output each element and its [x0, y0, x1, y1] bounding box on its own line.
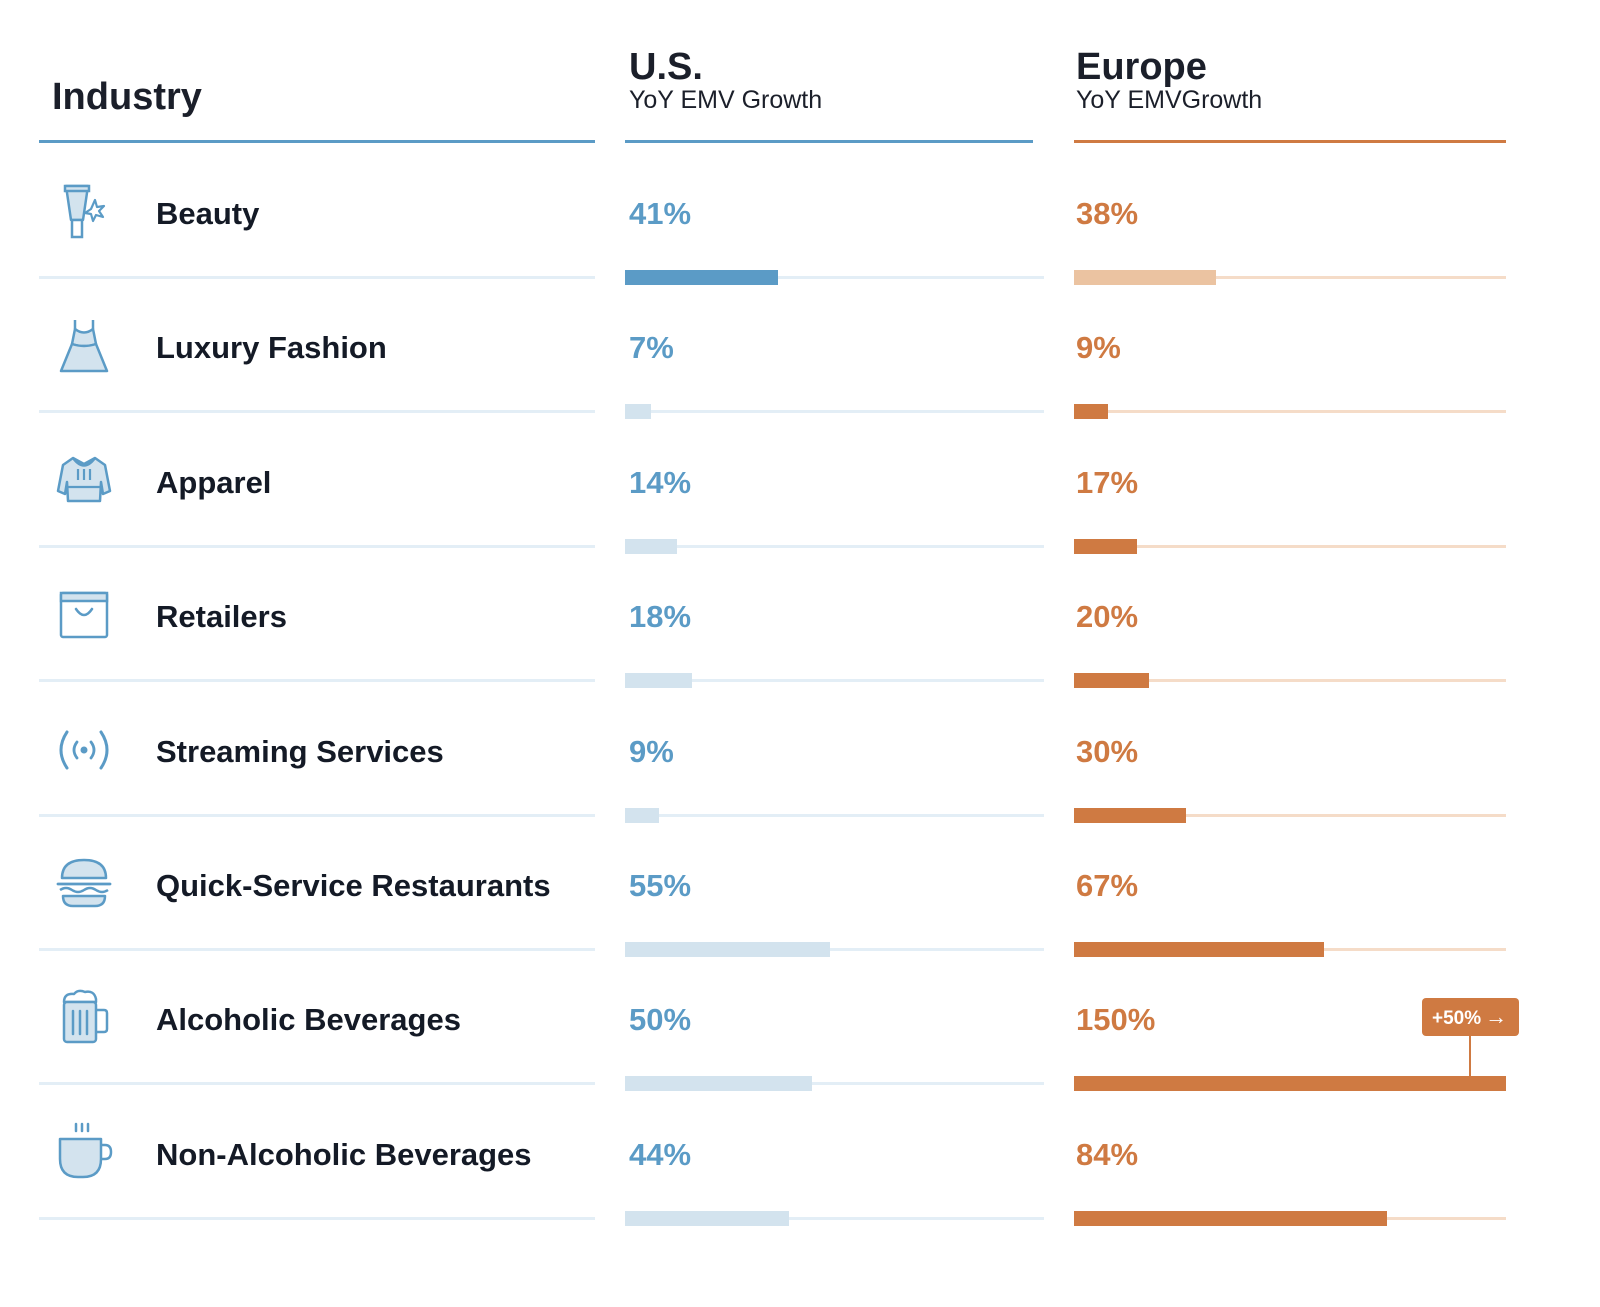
industry-header-rule — [39, 140, 595, 143]
industry-label: Luxury Fashion — [156, 330, 387, 365]
us-bar — [625, 1076, 812, 1091]
industry-label: Non-Alcoholic Beverages — [156, 1137, 532, 1172]
us-value-label: 41% — [629, 196, 692, 231]
industry-row-rule — [39, 948, 595, 951]
us-bar-track — [625, 545, 1044, 548]
burger-icon — [52, 852, 116, 916]
us-value-label: 55% — [629, 868, 692, 903]
europe-bar — [1074, 404, 1108, 419]
europe-bar-track — [1074, 410, 1506, 413]
europe-column-subtitle: YoY EMVGrowth — [1076, 86, 1263, 114]
industry-row-rule — [39, 276, 595, 279]
europe-bar — [1074, 808, 1186, 823]
europe-value-label: 67% — [1076, 868, 1139, 903]
europe-bar — [1074, 270, 1216, 285]
callout-text: +50% — [1432, 1008, 1482, 1029]
us-bar-track — [625, 1082, 1044, 1085]
industry-row-rule — [39, 1217, 595, 1220]
industry-row-rule — [39, 410, 595, 413]
us-bar-track — [625, 276, 1044, 279]
industry-row-rule — [39, 1082, 595, 1085]
us-value-label: 50% — [629, 1002, 692, 1037]
us-bar-track — [625, 679, 1044, 682]
shopping-bag-icon — [52, 583, 116, 647]
us-bar — [625, 808, 659, 823]
europe-value-label: 20% — [1076, 599, 1139, 634]
us-bar-track — [625, 1217, 1044, 1220]
us-value-label: 7% — [629, 330, 674, 365]
europe-value-label: 9% — [1076, 330, 1121, 365]
us-value-label: 9% — [629, 734, 674, 769]
dress-icon — [52, 314, 116, 378]
us-bar — [625, 942, 831, 957]
europe-bar-track — [1074, 276, 1506, 279]
us-value-label: 18% — [629, 599, 692, 634]
industry-row-rule — [39, 545, 595, 548]
coffee-cup-icon — [52, 1121, 116, 1185]
arrow-right-icon: → — [1485, 1004, 1508, 1029]
europe-bar-track — [1074, 545, 1506, 548]
europe-bar — [1074, 1211, 1388, 1226]
industry-column-header: Industry — [52, 76, 202, 118]
europe-value-label: 30% — [1076, 734, 1139, 769]
europe-value-label: 38% — [1076, 196, 1139, 231]
europe-bar-track — [1074, 814, 1506, 817]
us-column-subtitle: YoY EMV Growth — [629, 86, 823, 114]
us-column-header: U.S. — [629, 46, 703, 88]
industry-label: Quick-Service Restaurants — [156, 868, 551, 903]
us-bar — [625, 270, 778, 285]
us-bar — [625, 673, 693, 688]
us-bar — [625, 404, 652, 419]
us-bar — [625, 1211, 790, 1226]
industry-label: Streaming Services — [156, 734, 444, 769]
industry-label: Alcoholic Beverages — [156, 1002, 461, 1037]
industry-label: Retailers — [156, 599, 287, 634]
callout-stem — [1469, 1036, 1471, 1078]
industry-label: Beauty — [156, 196, 260, 231]
us-bar-track — [625, 814, 1044, 817]
europe-value-label: 84% — [1076, 1137, 1139, 1172]
europe-bar — [1074, 1076, 1506, 1091]
beer-mug-icon — [52, 986, 116, 1050]
us-header-rule — [625, 140, 1033, 143]
europe-overflow-callout: +50% → — [1422, 998, 1519, 1036]
europe-bar-track — [1074, 679, 1506, 682]
europe-value-label: 150% — [1076, 1002, 1156, 1037]
us-value-label: 14% — [629, 465, 692, 500]
industry-row-rule — [39, 679, 595, 682]
us-bar-track — [625, 410, 1044, 413]
europe-value-label: 17% — [1076, 465, 1139, 500]
us-bar-track — [625, 948, 1044, 951]
broadcast-icon — [52, 718, 116, 782]
beauty-tube-icon — [52, 180, 116, 244]
europe-bar — [1074, 942, 1324, 957]
industry-label: Apparel — [156, 465, 272, 500]
europe-bar — [1074, 539, 1138, 554]
industry-row-rule — [39, 814, 595, 817]
europe-column-header: Europe — [1076, 46, 1207, 88]
us-value-label: 44% — [629, 1137, 692, 1172]
europe-header-rule — [1074, 140, 1506, 143]
jacket-icon — [52, 449, 116, 513]
europe-bar — [1074, 673, 1149, 688]
us-bar — [625, 539, 678, 554]
